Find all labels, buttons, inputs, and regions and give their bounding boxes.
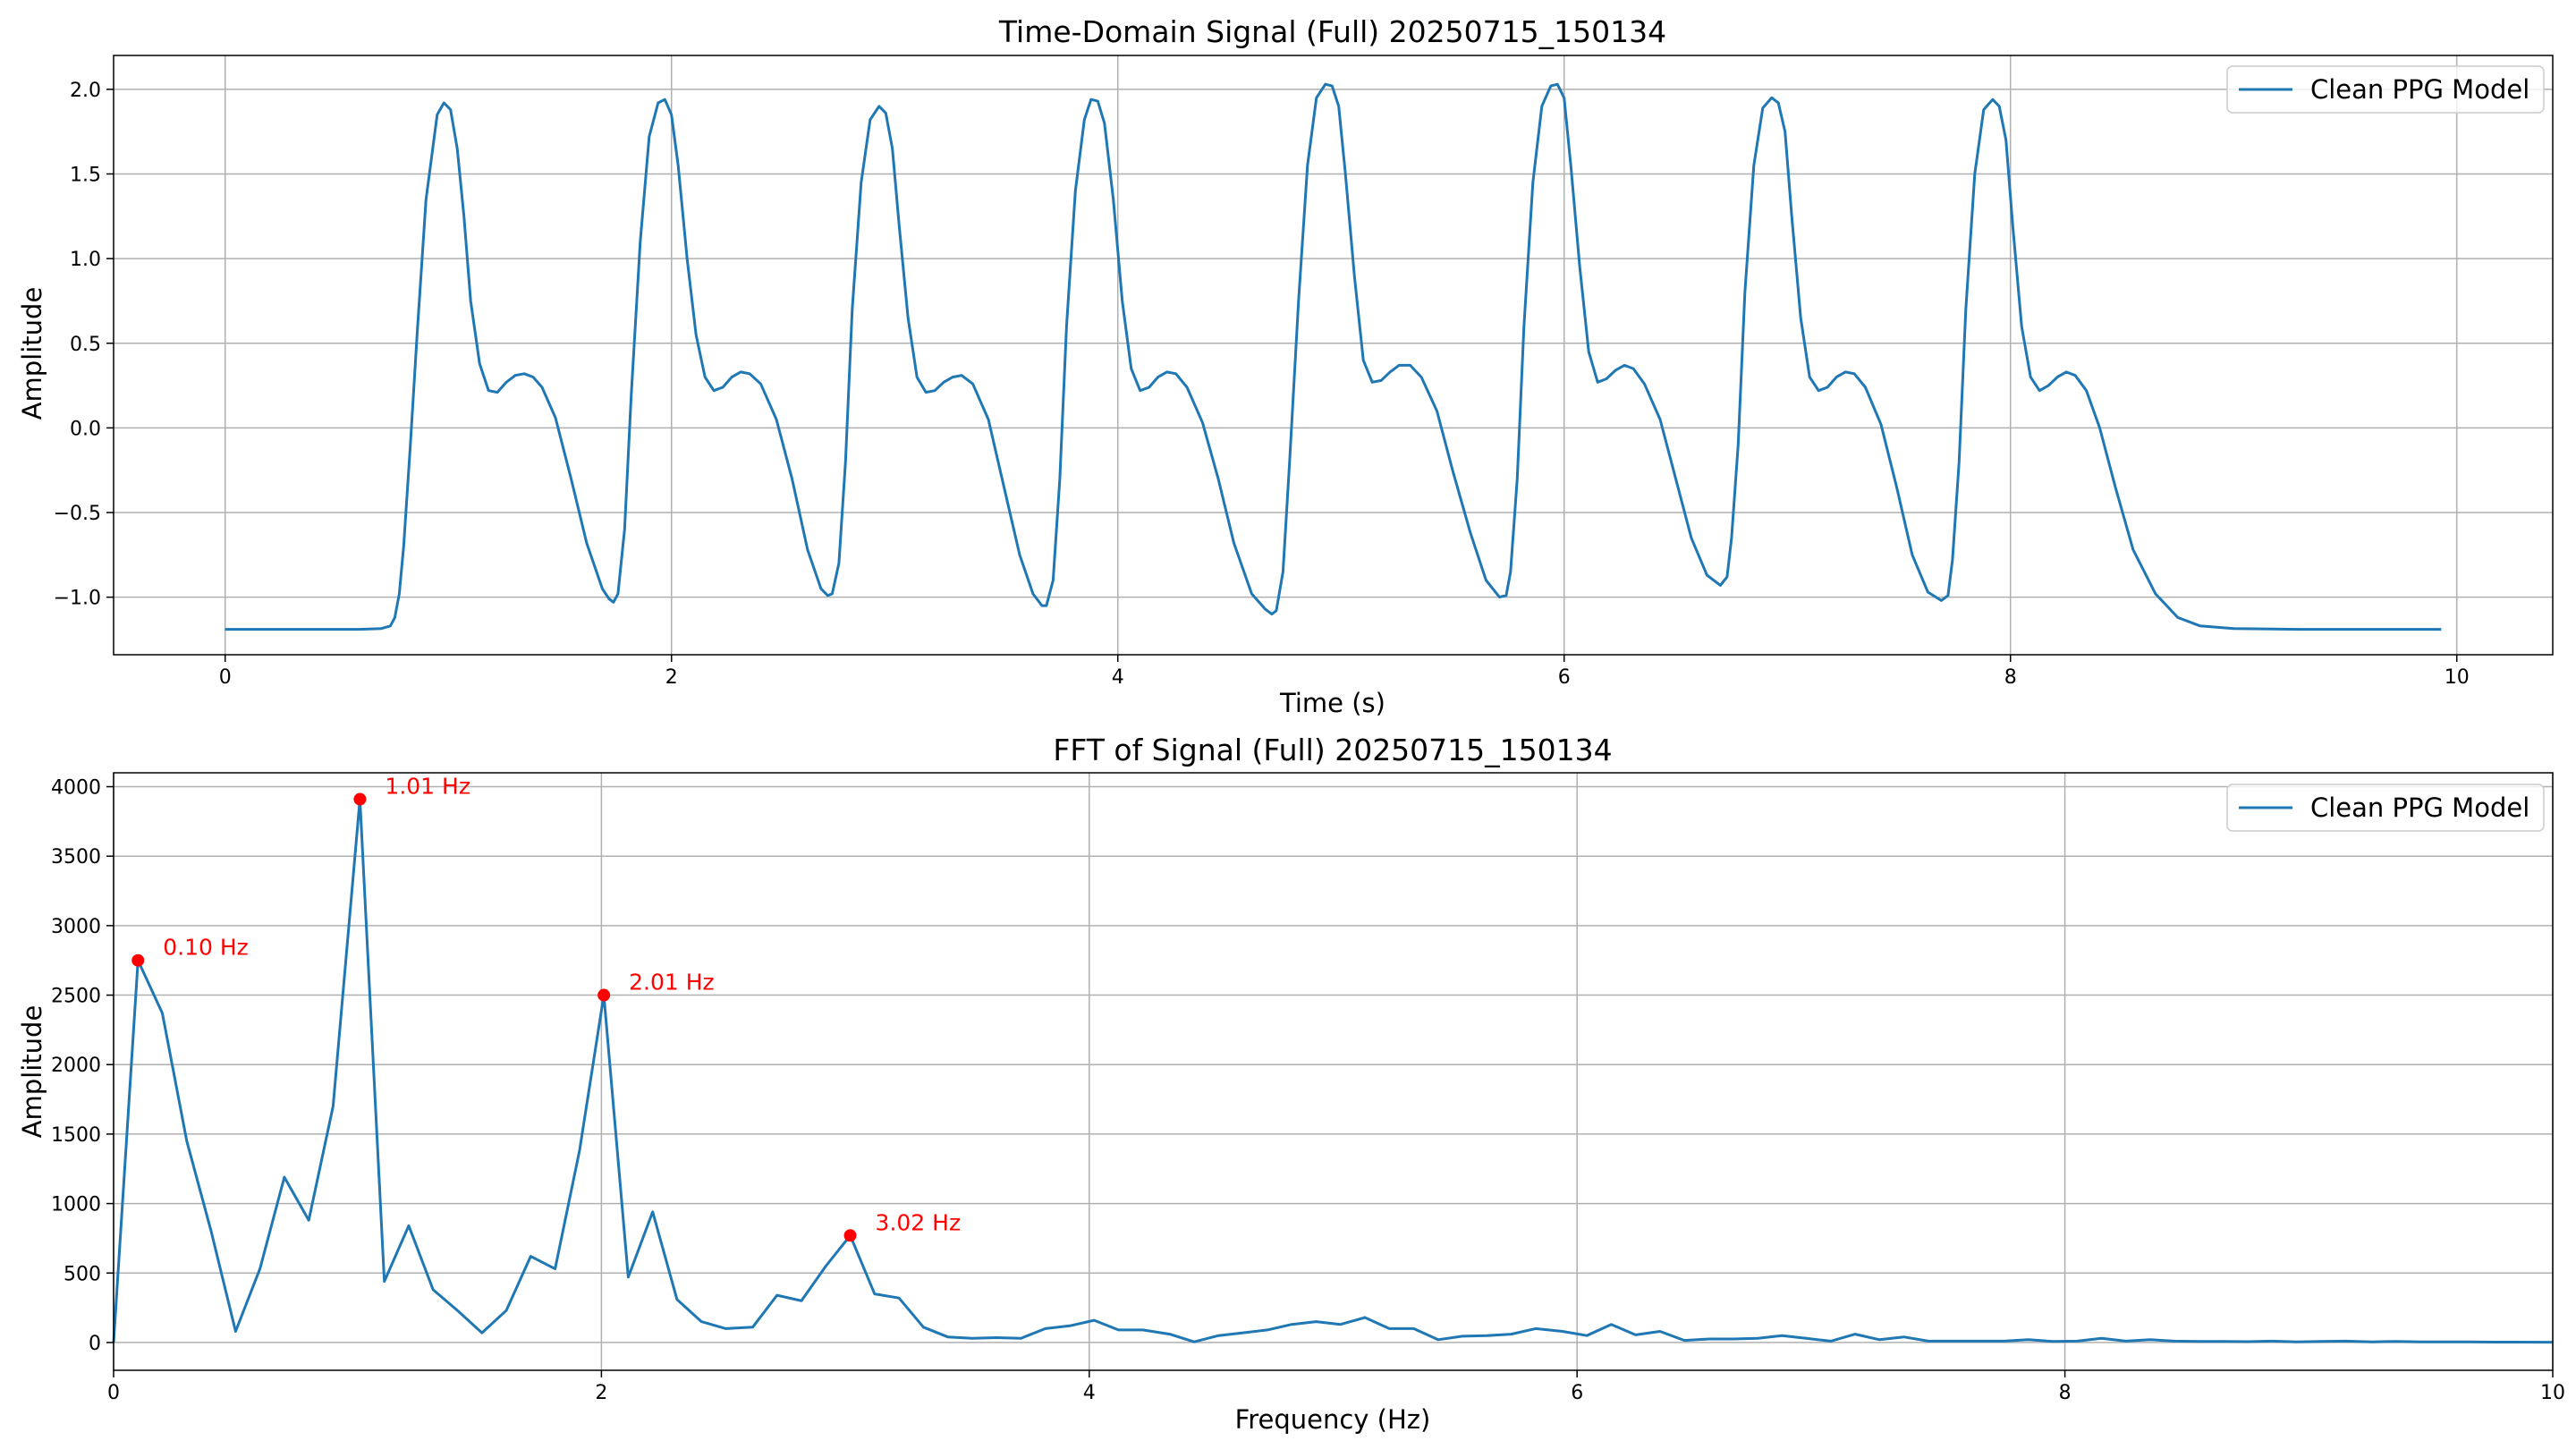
fft-xtick-label: 6 (1571, 1382, 1583, 1404)
fft-plot-series (112, 798, 2553, 1344)
peak-label: 3.02 Hz (876, 1209, 962, 1235)
fft-plot-legend: Clean PPG Model (2226, 784, 2545, 832)
fft-ytick-label: 500 (64, 1263, 101, 1285)
time-ytick-label: −0.5 (54, 503, 101, 525)
fft-ytick-label: 0 (89, 1333, 101, 1355)
time-ytick-label: 1.0 (70, 249, 101, 271)
fft-xtick-label: 10 (2540, 1382, 2565, 1404)
fft-plot-ticks: 0 2 4 6 8 10 0 500 1000 1500 2000 2500 3000 3500 4000 (51, 777, 2565, 1404)
fft-ytick-label: 1500 (51, 1124, 101, 1147)
time-ytick-label: 2.0 (70, 80, 101, 102)
fft-xtick-label: 8 (2059, 1382, 2072, 1404)
fft-series-line (112, 798, 2553, 1344)
time-plot-ylabel: Amplitude (17, 287, 47, 420)
time-plot-legend: Clean PPG Model (2226, 65, 2545, 114)
time-legend-box (2226, 65, 2545, 114)
time-series-line (225, 82, 2442, 631)
fft-xtick-label: 0 (107, 1382, 120, 1404)
time-domain-plot: Time-Domain Signal (Full) 20250715_15013… (17, 14, 2554, 718)
time-plot-series (225, 82, 2442, 631)
fft-ytick-label: 2000 (51, 1055, 101, 1077)
fft-plot-ylabel: Amplitude (17, 1005, 47, 1139)
fft-plot-xlabel: Frequency (Hz) (1235, 1404, 1431, 1435)
fft-plot-title: FFT of Signal (Full) 20250715_150134 (1053, 733, 1612, 767)
fft-ytick-label: 2500 (51, 986, 101, 1008)
peak-marker (353, 792, 367, 806)
fft-legend-box (2226, 784, 2545, 832)
fft-plot-grid (113, 773, 2554, 1370)
fft-ytick-label: 4000 (51, 777, 101, 800)
fft-xtick-label: 2 (595, 1382, 607, 1404)
time-ytick-label: 0.0 (70, 418, 101, 440)
time-xtick-label: 2 (665, 666, 678, 689)
time-xtick-label: 0 (219, 666, 232, 689)
fft-ytick-label: 1000 (51, 1194, 101, 1216)
time-ytick-label: −1.0 (54, 588, 101, 610)
time-plot-xlabel: Time (s) (1279, 688, 1385, 718)
peak-label: 2.01 Hz (629, 970, 715, 996)
peak-marker (843, 1229, 857, 1242)
time-ytick-label: 1.5 (70, 164, 101, 186)
peak-marker (131, 953, 145, 967)
time-xtick-label: 10 (2445, 666, 2470, 689)
peak-marker (597, 988, 611, 1002)
peak-label: 1.01 Hz (385, 774, 470, 800)
fft-plot: FFT of Signal (Full) 20250715_150134 0.1… (17, 733, 2565, 1435)
time-plot-title: Time-Domain Signal (Full) 20250715_15013… (998, 14, 1666, 49)
time-xtick-label: 4 (1112, 666, 1124, 689)
fft-xtick-label: 4 (1083, 1382, 1096, 1404)
fft-plot-peaks: 0.10 Hz 1.01 Hz 2.01 Hz 3.02 Hz (131, 774, 961, 1242)
fft-ytick-label: 3000 (51, 916, 101, 938)
time-plot-grid (114, 55, 2553, 655)
fft-ytick-label: 3500 (51, 846, 101, 869)
time-ytick-label: 0.5 (70, 334, 101, 356)
fft-legend-label: Clean PPG Model (2310, 792, 2529, 823)
fft-plot-frame (113, 772, 2554, 1371)
time-legend-label: Clean PPG Model (2310, 74, 2529, 105)
time-xtick-label: 8 (2004, 666, 2017, 689)
time-xtick-label: 6 (1558, 666, 1571, 689)
time-plot-ticks: 0 2 4 6 8 10 −1.0 −0.5 0.0 0.5 1.0 1.5 2.0 (54, 80, 2470, 689)
peak-label: 0.10 Hz (163, 935, 249, 961)
time-plot-frame (113, 55, 2554, 656)
